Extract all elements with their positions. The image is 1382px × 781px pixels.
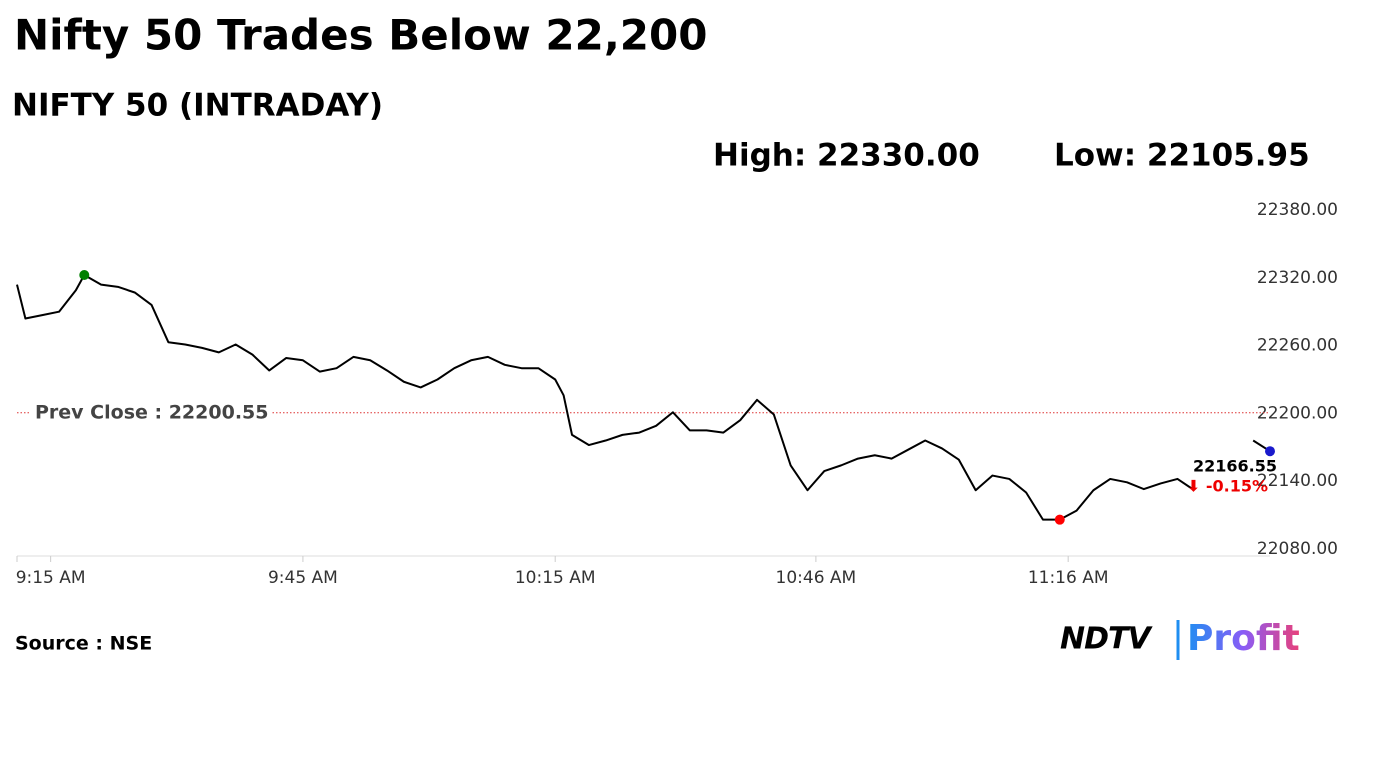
high-label: High: 22330.00 [713, 138, 980, 174]
source: Source : NSE [15, 633, 152, 655]
y-tick-label: 22380.00 [1257, 200, 1338, 220]
y-tick-label: 22200.00 [1257, 403, 1338, 423]
prev-close-label-bg [31, 399, 273, 426]
x-tick-label: 11:16 AM [1028, 568, 1109, 588]
low-label: Low: 22105.95 [1054, 138, 1310, 174]
change-label: ⬇ -0.15% [1187, 477, 1268, 496]
prev-close-label: Prev Close : 22200.55 [35, 401, 268, 423]
x-tick-label: 9:15 AM [16, 568, 86, 588]
marker [1265, 446, 1275, 457]
marker [1054, 514, 1065, 525]
chart-title: Nifty 50 Trades Below 22,200 [14, 11, 707, 60]
price-line [16, 273, 1271, 521]
logo-right: Profit [1187, 618, 1300, 659]
x-tick-label: 10:15 AM [515, 568, 596, 588]
y-tick-label: 22320.00 [1257, 268, 1338, 288]
y-tick-label: 22260.00 [1257, 336, 1338, 356]
x-tick-label: 9:45 AM [268, 568, 338, 588]
chart-subtitle: NIFTY 50 (INTRADAY) [12, 88, 383, 124]
x-tick-label: 10:46 AM [776, 568, 857, 588]
y-tick-label: 22140.00 [1257, 471, 1338, 491]
last-value: 22166.55 [1193, 457, 1277, 476]
y-tick-label: 22080.00 [1257, 539, 1338, 559]
marker [79, 269, 90, 280]
logo-left: NDTV [1060, 622, 1153, 657]
